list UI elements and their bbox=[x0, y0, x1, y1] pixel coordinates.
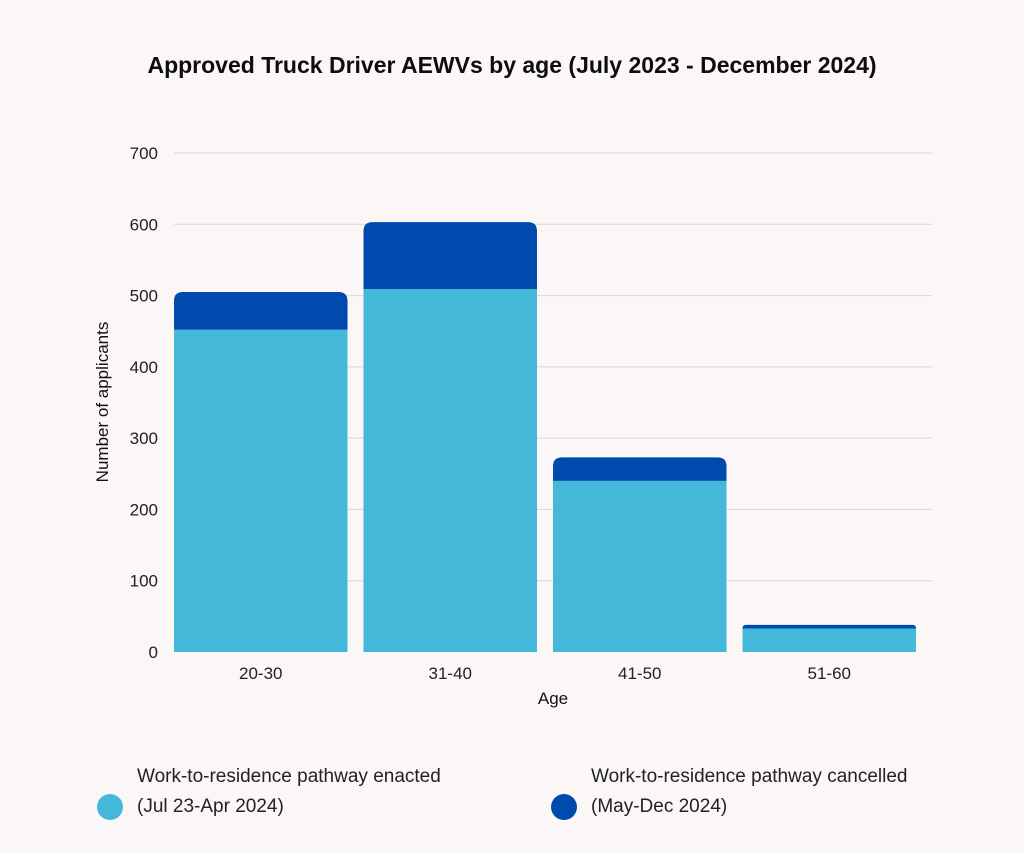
y-tick-label: 400 bbox=[130, 358, 158, 377]
legend-label-line: (May-Dec 2024) bbox=[591, 796, 728, 817]
legend-item-enacted: Work-to-residence pathway enacted (Jul 2… bbox=[97, 762, 441, 822]
bar-51-60-series-1 bbox=[742, 628, 916, 652]
legend-swatch-cancelled bbox=[551, 794, 577, 820]
bar-20-30-series-1 bbox=[174, 329, 348, 652]
y-axis-ticks: 0 100 200 300 400 500 600 700 bbox=[130, 144, 158, 662]
x-axis-label: Age bbox=[538, 689, 568, 708]
y-tick-label: 500 bbox=[130, 287, 158, 306]
chart-title: Approved Truck Driver AEWVs by age (July… bbox=[147, 52, 877, 78]
y-tick-label: 200 bbox=[130, 500, 158, 519]
legend-label-line: Work-to-residence pathway cancelled bbox=[591, 766, 908, 787]
legend-label-cancelled: Work-to-residence pathway cancelled (May… bbox=[591, 762, 907, 822]
bar-41-50-series-1 bbox=[553, 480, 727, 652]
x-axis-ticks: 20-30 31-40 41-50 51-60 bbox=[239, 664, 851, 683]
bar-31-40-series-2 bbox=[363, 222, 537, 290]
x-tick-label: 51-60 bbox=[808, 664, 851, 683]
bar-31-40-series-1 bbox=[363, 289, 537, 652]
x-tick-label: 20-30 bbox=[239, 664, 282, 683]
bar-20-30-series-2 bbox=[174, 292, 348, 330]
y-tick-label: 300 bbox=[130, 429, 158, 448]
legend-label-enacted: Work-to-residence pathway enacted (Jul 2… bbox=[137, 762, 441, 822]
x-tick-label: 31-40 bbox=[429, 664, 472, 683]
bar-51-60-series-2 bbox=[742, 624, 916, 629]
legend-label-line: (Jul 23-Apr 2024) bbox=[137, 796, 284, 817]
legend-label-line: Work-to-residence pathway enacted bbox=[137, 766, 441, 787]
y-tick-label: 600 bbox=[130, 215, 158, 234]
bar-41-50-series-2 bbox=[553, 457, 727, 481]
y-tick-label: 0 bbox=[149, 643, 158, 662]
legend-item-cancelled: Work-to-residence pathway cancelled (May… bbox=[551, 762, 907, 822]
y-axis-label: Number of applicants bbox=[93, 322, 112, 483]
bars bbox=[174, 222, 916, 652]
y-tick-label: 100 bbox=[130, 572, 158, 591]
x-tick-label: 41-50 bbox=[618, 664, 661, 683]
legend-swatch-enacted bbox=[97, 794, 123, 820]
y-tick-label: 700 bbox=[130, 144, 158, 163]
